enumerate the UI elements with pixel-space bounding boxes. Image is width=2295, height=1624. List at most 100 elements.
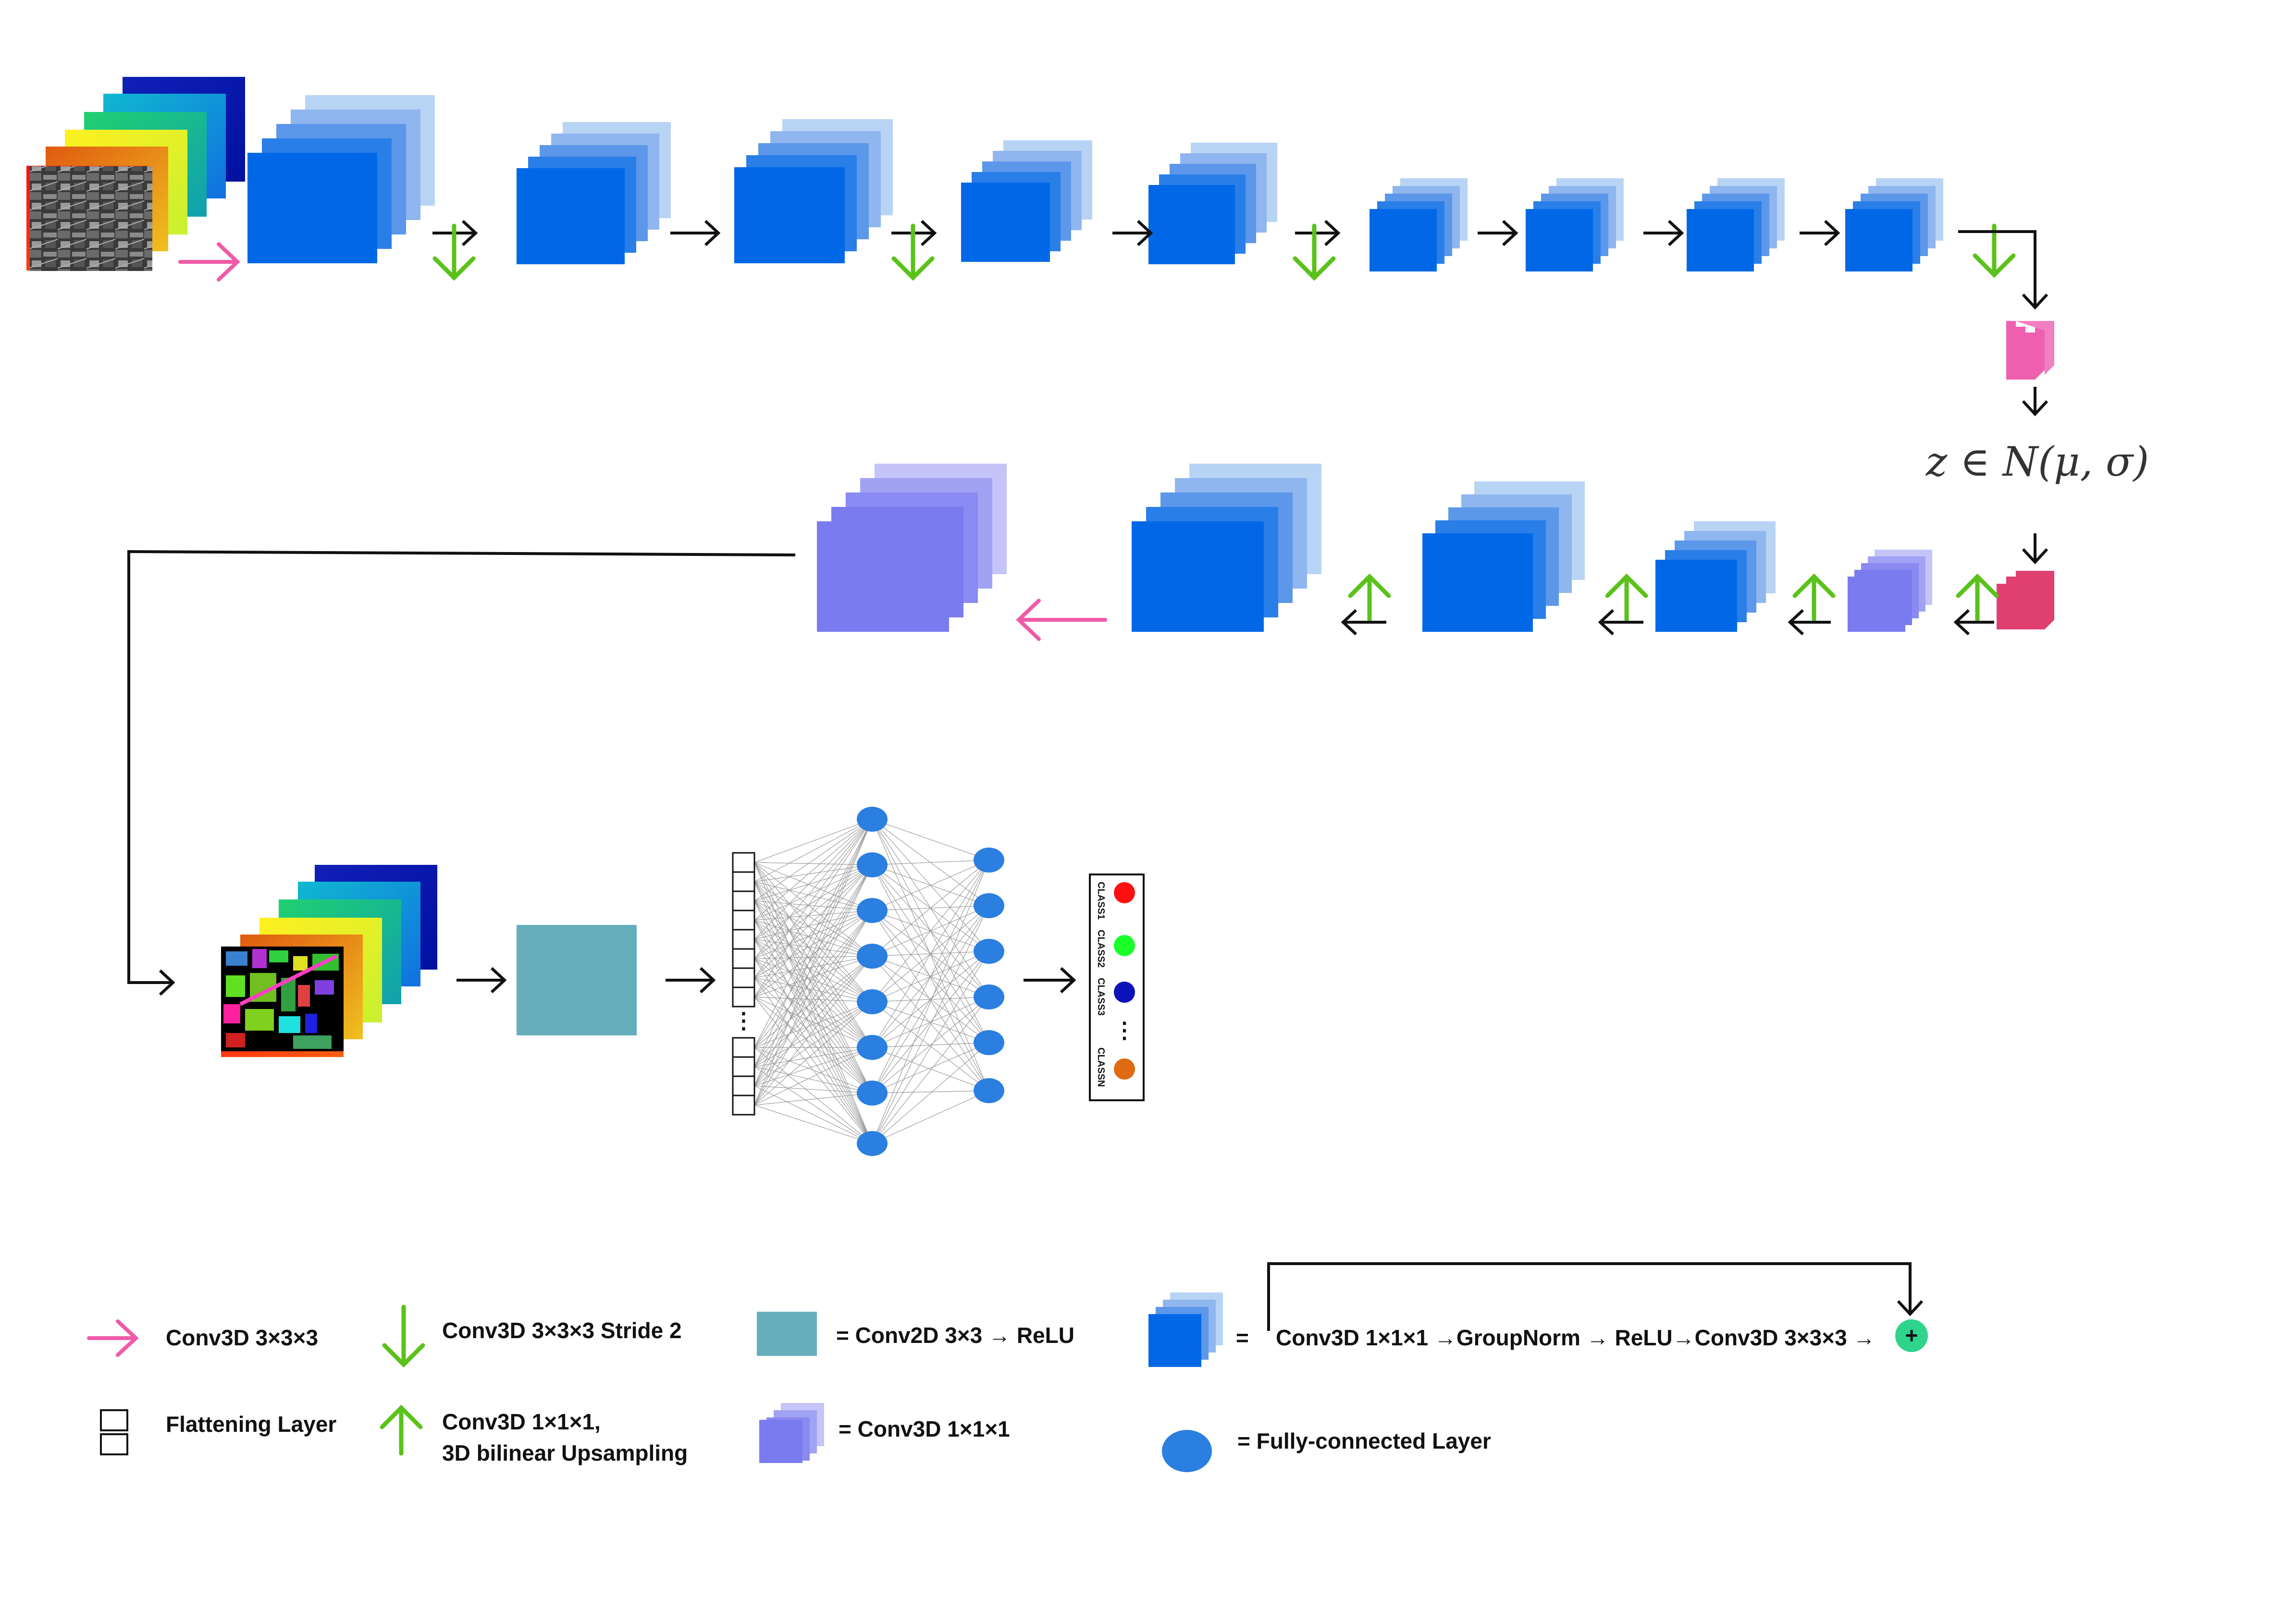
class-ellipsis: ⋮	[1113, 1018, 1135, 1043]
fc-edge	[872, 819, 989, 861]
fc-edge	[754, 819, 873, 1067]
flatten-cell	[732, 910, 755, 931]
fc-edge	[754, 864, 873, 901]
decoder-conv1x1-block-small	[1848, 550, 1932, 632]
encoder-block-8-layer	[1687, 209, 1754, 271]
fc-edge	[754, 819, 873, 921]
row2-to-row3-connector	[127, 550, 796, 996]
conv-blocks	[247, 95, 1943, 632]
fc-edge	[754, 956, 873, 1048]
fc-edge	[754, 910, 873, 978]
fc-edge	[754, 1066, 873, 1144]
flatten-cell	[732, 852, 755, 873]
legend-resblock-label: Conv3D 1×1×1 →GroupNorm → ReLU→Conv3D 3×…	[1276, 1325, 1875, 1350]
fc-edge	[754, 939, 873, 1002]
legend-conv3d-label: Conv3D 3×3×3	[166, 1325, 318, 1350]
fc-edge	[754, 862, 873, 865]
row1-black-arrows	[670, 220, 1840, 246]
decoder-block-3-layer	[1132, 521, 1264, 632]
fc-edge	[754, 819, 873, 959]
legend-green-down-arrow-icon	[382, 1304, 425, 1368]
fc-edge	[754, 956, 873, 959]
fc-edge	[754, 900, 873, 1002]
fc-edge	[754, 910, 873, 1067]
fc-edge	[754, 864, 873, 997]
decoder-block-2	[1422, 481, 1585, 632]
classification-map-stack	[221, 865, 437, 1057]
encoder-block-6	[1370, 178, 1468, 271]
encoder-block-9-layer	[1845, 209, 1912, 271]
decoder-block-3	[1132, 464, 1321, 632]
fc-edge	[754, 920, 873, 1048]
latent-equation: z ∈ N(μ, σ)	[1925, 438, 2149, 485]
fc-edge	[754, 956, 873, 997]
flatten-cell	[732, 871, 755, 892]
fc-edge	[872, 1090, 989, 1144]
class-label-n: CLASSN	[1096, 1047, 1106, 1087]
fc-connections	[754, 819, 989, 1144]
fc-edge	[754, 864, 873, 978]
fc-edge	[872, 860, 989, 957]
fc-edge	[754, 910, 873, 959]
class-dot-1	[1114, 882, 1135, 903]
flatten-cell	[732, 967, 755, 988]
fc-edge	[872, 819, 989, 1091]
fc-edge	[754, 956, 873, 1067]
fc-edge	[872, 860, 989, 1002]
fc-edge	[872, 860, 989, 1094]
fc-edge	[754, 819, 873, 1106]
fc-edge	[754, 956, 873, 1106]
fc-edge	[754, 862, 873, 1048]
fc-edge	[754, 900, 873, 911]
fc-node	[857, 898, 888, 923]
fc-edge	[754, 958, 873, 1002]
legend-conv1x1-icon	[759, 1403, 824, 1463]
fc-edge	[754, 956, 873, 978]
flatten-cell	[732, 1075, 755, 1096]
flattening-layer	[732, 852, 755, 1116]
legend-green-up-arrow-icon	[380, 1404, 423, 1456]
fc-edge	[754, 819, 873, 882]
fc-node	[974, 984, 1004, 1009]
latent-arrow-down-1	[2022, 387, 2048, 417]
fc-edge	[872, 1042, 989, 1094]
encoder-block-8	[1687, 178, 1785, 271]
latent-mean-block	[2006, 321, 2054, 380]
fc-edge	[754, 910, 873, 997]
encoder-block-2-layer	[517, 168, 625, 264]
fc-edge	[872, 905, 989, 1144]
ground-truth-map	[221, 947, 344, 1051]
fc-node	[857, 944, 888, 969]
encoder-block-7-layer	[1526, 209, 1593, 271]
fc-edge	[754, 1085, 873, 1094]
fc-edge	[872, 1001, 989, 1091]
fc-edge	[754, 977, 873, 1002]
fc-edge	[754, 910, 873, 1106]
fc-edge	[754, 1001, 873, 1086]
fc-edge	[754, 1047, 873, 1094]
class-dot-3	[1114, 982, 1135, 1003]
fc-edge	[754, 1047, 873, 1106]
fc-node	[857, 1131, 888, 1156]
fc-edge	[872, 860, 989, 911]
hidden-layer-1	[857, 807, 888, 1156]
legend-conv1x1-label: = Conv3D 1×1×1	[839, 1416, 1010, 1441]
fc-edge	[754, 910, 873, 1086]
fc-node	[857, 1035, 888, 1060]
fc-edge	[754, 1085, 873, 1144]
stride2-downsample-arrows	[432, 220, 2048, 310]
encoder-block-4-layer	[961, 183, 1050, 262]
fc-edge	[754, 910, 873, 940]
fc-edge	[872, 860, 989, 865]
fc-edge	[754, 862, 873, 1094]
fc-edge	[754, 997, 873, 1002]
fc-edge	[872, 951, 989, 1094]
fc-edge	[754, 977, 873, 1094]
flatten-cell	[732, 986, 755, 1008]
fc-edge	[754, 819, 873, 1048]
fc-edge	[754, 997, 873, 1094]
fc-edge	[754, 958, 873, 1094]
flatten-cell	[732, 929, 755, 950]
legend-upsample-label-1: Conv3D 1×1×1,	[442, 1409, 601, 1434]
